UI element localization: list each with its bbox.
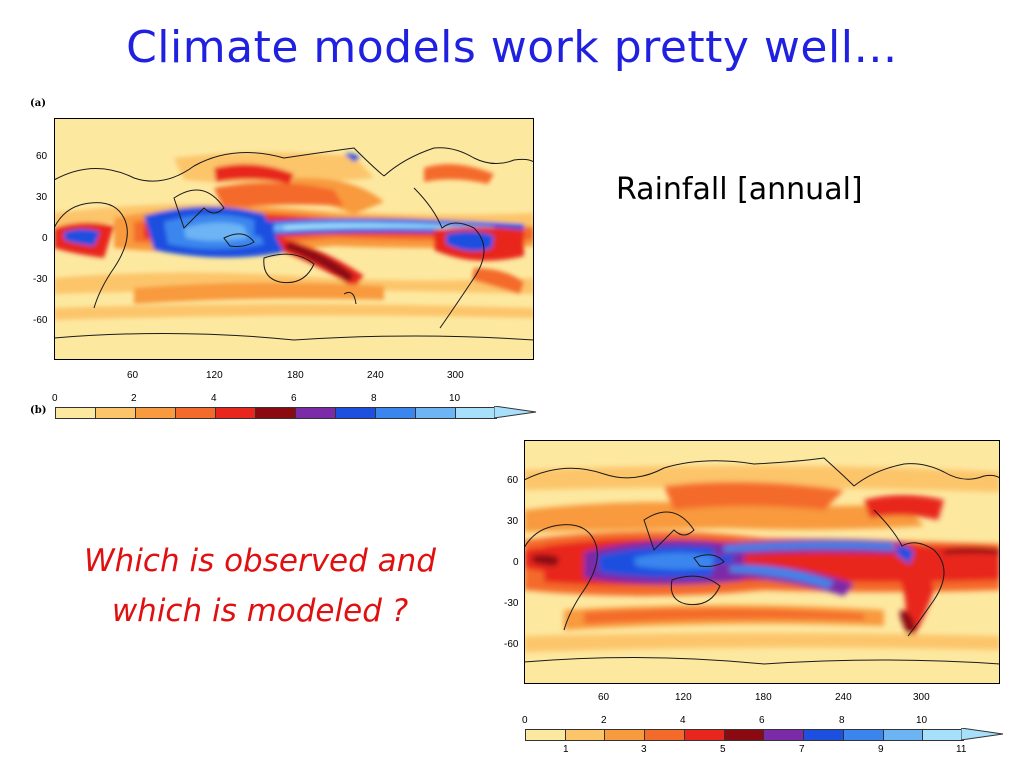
colorbar-segment <box>565 730 606 740</box>
colorbar-b-tick-11: 11 <box>956 744 967 755</box>
lat-tick-b-2: 30 <box>507 516 519 527</box>
colorbar-segment <box>176 408 216 418</box>
panel-b-tag: (b) <box>30 405 47 416</box>
lat-tick-a-1: 60 <box>36 151 48 162</box>
colorbar-b-tick-3: 3 <box>641 744 647 755</box>
colorbar-segment <box>843 730 884 740</box>
colorbar-segment <box>526 730 566 740</box>
slide-subtitle: Rainfall [annual] <box>616 172 863 207</box>
colorbar-segment <box>296 408 336 418</box>
panel-a-map <box>54 118 534 360</box>
lon-tick-a-2: 120 <box>206 370 223 381</box>
colorbar-segment <box>96 408 136 418</box>
colorbar-segment <box>456 408 496 418</box>
colorbar-segment <box>724 730 765 740</box>
lon-tick-b-1: 60 <box>598 692 610 703</box>
colorbar-segment <box>416 408 456 418</box>
panel-b-map <box>524 440 1000 684</box>
colorbar-segment <box>923 730 963 740</box>
lon-tick-b-3: 180 <box>755 692 772 703</box>
lon-tick-a-3: 180 <box>287 370 304 381</box>
colorbar-a-tick-10: 10 <box>449 393 461 404</box>
colorbar-segment <box>376 408 416 418</box>
colorbar-segment <box>136 408 176 418</box>
lon-tick-a-4: 240 <box>367 370 384 381</box>
colorbar-b-tick-7: 7 <box>799 744 805 755</box>
colorbar-b-tick-9: 9 <box>878 744 884 755</box>
lon-tick-b-5: 300 <box>913 692 930 703</box>
colorbar-segment <box>684 730 725 740</box>
colorbar-a-tick-4: 4 <box>211 393 217 404</box>
colorbar-segment <box>216 408 256 418</box>
lon-tick-a-5: 300 <box>447 370 464 381</box>
question-text: Which is observed and which is modeled ? <box>30 536 490 636</box>
colorbar-segment <box>883 730 924 740</box>
lat-tick-a-4: -30 <box>33 274 48 285</box>
panel-a-tag: (a) <box>30 98 46 109</box>
colorbar-b-tick-0: 0 <box>522 715 528 726</box>
colorbar-b <box>525 729 964 741</box>
colorbar-a-tick-6: 6 <box>291 393 297 404</box>
lon-tick-a-1: 60 <box>127 370 139 381</box>
question-line-2: which is modeled ? <box>111 593 409 629</box>
colorbar-b-tick-8: 8 <box>839 715 845 726</box>
colorbar-segment <box>256 408 296 418</box>
colorbar-a-arrow <box>494 406 537 419</box>
rainfall-map-b <box>524 440 1000 684</box>
lat-tick-b-4: -30 <box>504 598 519 609</box>
lon-tick-b-4: 240 <box>835 692 852 703</box>
lat-tick-a-3: 0 <box>42 233 48 244</box>
colorbar-segment <box>804 730 844 740</box>
lat-tick-b-1: 60 <box>507 475 519 486</box>
colorbar-b-tick-4: 4 <box>680 715 686 726</box>
colorbar-a-tick-2: 2 <box>131 393 137 404</box>
question-line-1: Which is observed and <box>84 543 436 579</box>
colorbar-segment <box>336 408 376 418</box>
lat-tick-b-5: -60 <box>504 639 519 650</box>
colorbar-segment <box>56 408 96 418</box>
colorbar-b-tick-10: 10 <box>916 715 928 726</box>
colorbar-segment <box>764 730 805 740</box>
colorbar-b-tick-1: 1 <box>563 744 569 755</box>
colorbar-a-tick-0: 0 <box>52 393 58 404</box>
colorbar-b-tick-6: 6 <box>759 715 765 726</box>
lat-tick-a-5: -60 <box>33 315 48 326</box>
lat-tick-b-3: 0 <box>513 557 519 568</box>
colorbar-b-arrow <box>961 728 1004 741</box>
colorbar-segment <box>605 730 646 740</box>
colorbar-a <box>55 407 497 419</box>
colorbar-b-tick-5: 5 <box>720 744 726 755</box>
colorbar-segment <box>645 730 685 740</box>
slide-title: Climate models work pretty well… <box>126 22 898 73</box>
colorbar-b-tick-2: 2 <box>601 715 607 726</box>
lat-tick-a-2: 30 <box>36 192 48 203</box>
lon-tick-b-2: 120 <box>675 692 692 703</box>
rainfall-map-a <box>54 118 534 360</box>
colorbar-a-tick-8: 8 <box>371 393 377 404</box>
